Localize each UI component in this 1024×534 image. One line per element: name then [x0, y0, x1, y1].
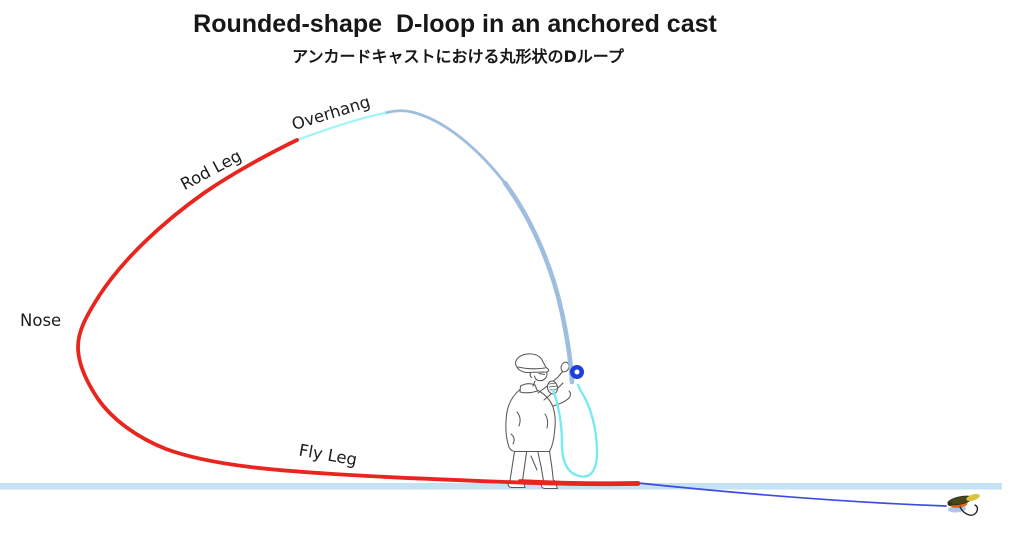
angler-neck: [532, 380, 536, 387]
angler-rod-hand: [560, 361, 570, 373]
rod-butt-section: [502, 180, 575, 385]
angler-leg: [509, 450, 516, 482]
diagram-title: Rounded-shape D-loop in an anchored cast: [193, 10, 717, 38]
cap-band: [517, 366, 546, 370]
d-loop-anchor-segment: [517, 479, 641, 487]
jacket-fold: [516, 411, 521, 427]
angler-line-hand: [546, 380, 559, 395]
diagram-subtitle-japanese: アンカードキャストにおける丸形状のDループ: [292, 47, 624, 66]
pants-fold: [530, 455, 538, 471]
jacket-fold: [510, 433, 515, 445]
fly-icon: [947, 493, 980, 516]
reel-marker-icon: [570, 365, 584, 379]
fly-head: [947, 502, 953, 506]
leader-line: [637, 482, 947, 507]
angler-glasses: [538, 372, 546, 376]
angler-collar: [519, 383, 539, 394]
angler-leg: [548, 450, 555, 483]
jacket-fold: [544, 413, 549, 429]
angler-figure: [505, 353, 572, 490]
fly-hook: [959, 504, 979, 516]
angler-leg: [521, 451, 528, 482]
d-loop-line: [76, 138, 640, 486]
angler-leg: [537, 451, 545, 482]
cap-icon: [514, 353, 550, 374]
angler-face: [533, 370, 548, 382]
fly-wing-tip: [966, 493, 980, 502]
running-line-loop: [551, 383, 599, 478]
overhang-line: [295, 111, 387, 142]
water-surface: [0, 483, 1002, 490]
rod-tip-section: [383, 109, 510, 189]
angler-forearm: [552, 390, 572, 407]
label-nose: Nose: [20, 311, 62, 330]
